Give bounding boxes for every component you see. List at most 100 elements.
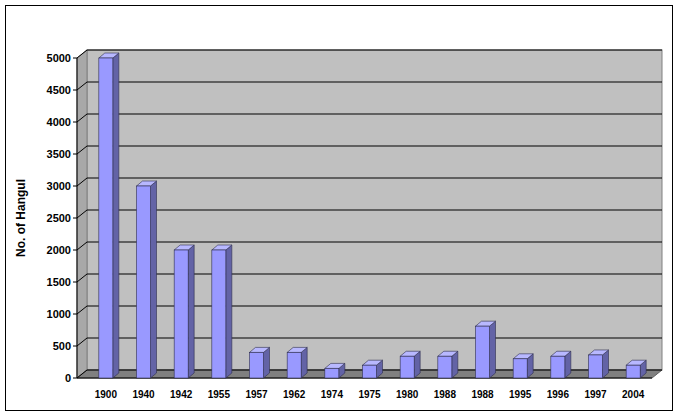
bar-top (325, 363, 345, 368)
x-tick-label: 1942 (170, 389, 193, 400)
bar (551, 351, 571, 378)
y-tick (73, 282, 77, 283)
bar-front (626, 365, 640, 378)
bar-side (151, 181, 157, 378)
bar (250, 347, 270, 378)
bar (589, 350, 609, 378)
bar (513, 354, 533, 378)
bar (99, 53, 119, 378)
y-tick-label: 4500 (47, 84, 71, 96)
y-tick-label: 2000 (47, 244, 71, 256)
bar-top (400, 351, 420, 356)
bars (99, 53, 646, 378)
bar-front (250, 352, 264, 378)
bar-front (287, 352, 301, 378)
bar (212, 245, 232, 378)
y-tick-label: 0 (65, 372, 71, 384)
grid-line (77, 50, 662, 58)
grid-line (77, 274, 662, 282)
x-tick-label: 1974 (321, 389, 344, 400)
bar (287, 347, 307, 378)
bar-top (287, 347, 307, 352)
y-tick-label: 3500 (47, 148, 71, 160)
bar-side (113, 53, 119, 378)
y-tick (73, 90, 77, 91)
y-tick (73, 218, 77, 219)
grid-line (77, 146, 662, 154)
bar-front (212, 250, 226, 378)
bar (476, 321, 496, 378)
grid-line (77, 82, 662, 90)
chart-svg: 0 500 1000 1500 2000 2500 3000 3500 4000 4500 5000… (0, 0, 678, 416)
bar-front (363, 365, 377, 378)
y-tick-label: 2500 (47, 212, 71, 224)
grid-line (77, 306, 662, 314)
x-tick-label: 1988 (471, 389, 494, 400)
x-tick-label: 2004 (622, 389, 645, 400)
bar-front (325, 368, 339, 378)
bar (363, 360, 383, 378)
y-tick (73, 250, 77, 251)
bar-top (212, 245, 232, 250)
y-tick-label: 4000 (47, 116, 71, 128)
grid-line (77, 178, 662, 186)
bar-top (626, 360, 646, 365)
y-tick-label: 1000 (47, 308, 71, 320)
grid-line (77, 114, 662, 122)
bar-front (476, 326, 490, 378)
x-tick-label: 1997 (584, 389, 607, 400)
bar-side (188, 245, 194, 378)
bar-top (589, 350, 609, 355)
y-tick (73, 154, 77, 155)
bar-front (174, 250, 188, 378)
y-tick (73, 122, 77, 123)
y-axis-title: No. of Hangul (14, 179, 28, 257)
bar (137, 181, 157, 378)
bar-front (589, 355, 603, 378)
bar-front (400, 356, 414, 378)
x-tick-label: 1962 (283, 389, 306, 400)
bar-top (551, 351, 571, 356)
bar-top (99, 53, 119, 58)
bar-top (363, 360, 383, 365)
bar-top (438, 351, 458, 356)
bar (400, 351, 420, 378)
bar-top (174, 245, 194, 250)
grid (77, 50, 662, 378)
y-tick-label: 1500 (47, 276, 71, 288)
bar-front (551, 356, 565, 378)
y-tick (73, 314, 77, 315)
y-tick (73, 58, 77, 59)
x-tick-label: 1995 (509, 389, 532, 400)
x-tick-label: 1988 (434, 389, 457, 400)
x-tick-label: 1900 (95, 389, 118, 400)
bar-front (438, 356, 452, 378)
bar-top (476, 321, 496, 326)
bar-front (137, 186, 151, 378)
x-tick-label: 1980 (396, 389, 419, 400)
y-tick (73, 346, 77, 347)
y-tick-label: 5000 (47, 52, 71, 64)
bar (325, 363, 345, 378)
x-tick-label: 1955 (208, 389, 231, 400)
chart-container: 0 500 1000 1500 2000 2500 3000 3500 4000 4500 5000… (0, 0, 678, 416)
grid-line (77, 242, 662, 250)
bar (174, 245, 194, 378)
grid-line (77, 210, 662, 218)
bar (626, 360, 646, 378)
bar-side (490, 321, 496, 378)
grid-line (77, 338, 662, 346)
chart-frame (6, 6, 673, 411)
bar-front (513, 359, 527, 378)
bar-front (99, 58, 113, 378)
x-tick-label: 1940 (132, 389, 155, 400)
bar-side (226, 245, 232, 378)
x-tick-label: 1996 (547, 389, 570, 400)
y-tick-label: 500 (53, 340, 71, 352)
y-tick (73, 378, 77, 379)
y-tick-label: 3000 (47, 180, 71, 192)
y-tick (73, 186, 77, 187)
x-tick-label: 1975 (358, 389, 381, 400)
x-tick-label: 1957 (245, 389, 268, 400)
bar (438, 351, 458, 378)
